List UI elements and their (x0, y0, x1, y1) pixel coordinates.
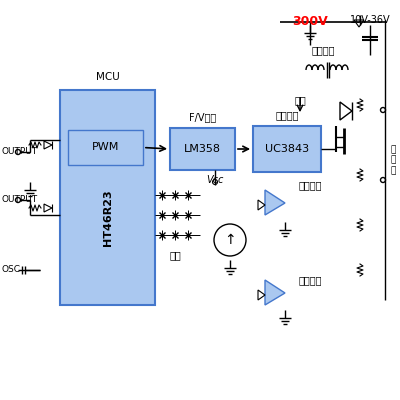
Text: 过流保护: 过流保护 (298, 180, 322, 190)
Text: Vcc: Vcc (206, 175, 224, 185)
Text: 取样: 取样 (294, 95, 306, 105)
FancyBboxPatch shape (170, 128, 235, 170)
Text: 主变压器: 主变压器 (311, 45, 335, 55)
Text: HT46R23: HT46R23 (102, 189, 112, 246)
Text: 开关电源: 开关电源 (275, 110, 299, 120)
Text: OUTPUT: OUTPUT (2, 148, 38, 156)
Text: PWM: PWM (92, 142, 119, 152)
Text: OSC: OSC (2, 266, 21, 274)
Text: 键盘: 键盘 (169, 250, 181, 260)
Text: 300V: 300V (292, 15, 328, 28)
FancyBboxPatch shape (253, 126, 321, 172)
Text: OUTPUT: OUTPUT (2, 196, 38, 204)
Text: 空载保护: 空载保护 (298, 275, 322, 285)
Text: MCU: MCU (96, 72, 119, 82)
Text: ↑: ↑ (224, 233, 236, 247)
Polygon shape (265, 190, 285, 215)
FancyBboxPatch shape (68, 130, 143, 165)
Text: F/V变换: F/V变换 (189, 112, 216, 122)
Text: LM358: LM358 (184, 144, 221, 154)
Text: 10V-36V: 10V-36V (350, 15, 390, 25)
Text: UC3843: UC3843 (265, 144, 309, 154)
Text: 稳
压
器: 稳 压 器 (390, 145, 396, 175)
Polygon shape (265, 280, 285, 305)
FancyBboxPatch shape (60, 90, 155, 305)
